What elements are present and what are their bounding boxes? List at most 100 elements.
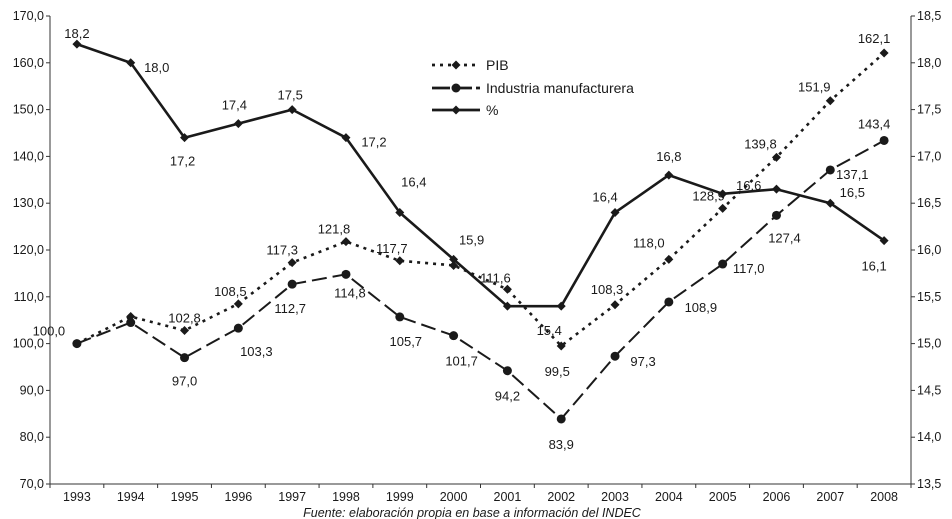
data-label: 17,4 [222,98,247,113]
series-line-0 [76,52,885,348]
data-point [718,203,728,213]
data-point [825,198,835,208]
y-right-tick-label: 18,0 [917,56,941,70]
data-labels: 102,8 108,5 117,3 121,8 117,7 111,6 99,5 108,3 1… [33,26,891,452]
y-right-tick-label: 15,5 [917,290,941,304]
data-point [449,254,459,264]
data-label: 102,8 [168,310,201,325]
data-label: 105,7 [390,334,423,349]
data-label: 108,9 [685,300,718,315]
series-layer [72,39,889,424]
x-tick-label: 2002 [547,490,575,504]
legend: PIB Industria manufacturera% [432,57,634,118]
data-point [610,208,620,218]
data-label: 17,2 [170,154,195,169]
data-label: 143,4 [858,116,891,131]
data-label: 15,9 [459,232,484,247]
axes: 70,0 80,0 90,0 100,0 110,0 120,0 130,0 140,0 150… [13,9,942,504]
data-point [771,184,781,194]
data-label: 97,3 [630,354,655,369]
data-label: 114,8 [334,285,366,300]
data-point [556,414,566,424]
y-left-tick-label: 170,0 [13,9,44,23]
y-left-tick-label: 80,0 [20,430,44,444]
data-label: 94,2 [495,389,520,404]
data-label: 17,2 [361,135,386,150]
y-right-tick-label: 13,5 [917,477,941,491]
x-tick-label: 2003 [601,490,629,504]
data-label: 151,9 [798,80,831,95]
data-point [556,341,566,351]
y-right-tick-label: 16,5 [917,196,941,210]
series-line-2 [76,42,885,308]
data-point [180,325,190,335]
legend-label: % [486,102,498,118]
data-point [825,96,835,106]
data-label: 112,7 [274,301,306,316]
data-label: 99,5 [545,364,570,379]
data-point [341,237,351,247]
y-right-tick-label: 18,5 [917,9,941,23]
y-left-tick-label: 110,0 [14,290,44,304]
series-line-1 [76,139,885,420]
data-point [502,284,512,294]
data-point [395,312,405,322]
data-label: 108,3 [591,282,624,297]
legend-swatch-marker [451,105,461,115]
data-label: 108,5 [214,284,247,299]
data-point [771,210,781,220]
data-point [502,366,512,376]
data-label: 16,4 [401,175,426,190]
x-tick-label: 2004 [655,490,683,504]
data-point [341,133,351,143]
data-label: 101,7 [445,354,478,369]
data-point [664,254,674,264]
x-tick-label: 1995 [171,490,199,504]
y-right-tick-label: 14,0 [917,430,941,444]
data-point [664,297,674,307]
y-left-tick-label: 160,0 [13,56,44,70]
data-label: 117,0 [733,261,765,276]
data-point [233,299,243,309]
data-label: 15,4 [537,323,562,338]
data-label: 121,8 [318,222,351,237]
data-point [502,301,512,311]
x-tick-label: 1998 [332,490,360,504]
data-point [610,300,620,310]
x-tick-label: 1999 [386,490,414,504]
data-label: 16,6 [736,178,761,193]
data-point [449,331,459,341]
y-left-tick-label: 130,0 [13,196,44,210]
data-point [825,165,835,175]
data-label: 16,4 [592,190,617,205]
data-label: 139,8 [744,136,777,151]
legend-label: Industria manufacturera [486,80,634,96]
data-point [126,58,136,68]
data-point [72,339,82,349]
data-point [395,208,405,218]
x-tick-label: 2000 [440,490,468,504]
data-label: 83,9 [549,437,574,452]
data-label: 18,0 [144,60,169,75]
x-tick-label: 2007 [816,490,844,504]
x-tick-label: 1996 [224,490,252,504]
data-point [72,39,82,49]
source-note: Fuente: elaboración propia en base a inf… [303,506,642,519]
data-point [233,119,243,129]
x-tick-label: 2001 [494,490,522,504]
data-label: 97,0 [172,374,197,389]
data-point [287,279,297,289]
y-left-tick-label: 70,0 [20,477,44,491]
data-label: 103,3 [240,344,273,359]
x-tick-label: 1994 [117,490,145,504]
y-left-tick-label: 120,0 [13,243,44,257]
data-point [879,135,889,145]
y-right-tick-label: 16,0 [917,243,941,257]
y-right-tick-label: 17,0 [917,149,941,163]
data-point [395,256,405,266]
data-label: 127,4 [768,230,801,245]
legend-swatch-marker [451,83,461,93]
data-point [879,48,889,58]
data-label: 16,5 [840,185,865,200]
